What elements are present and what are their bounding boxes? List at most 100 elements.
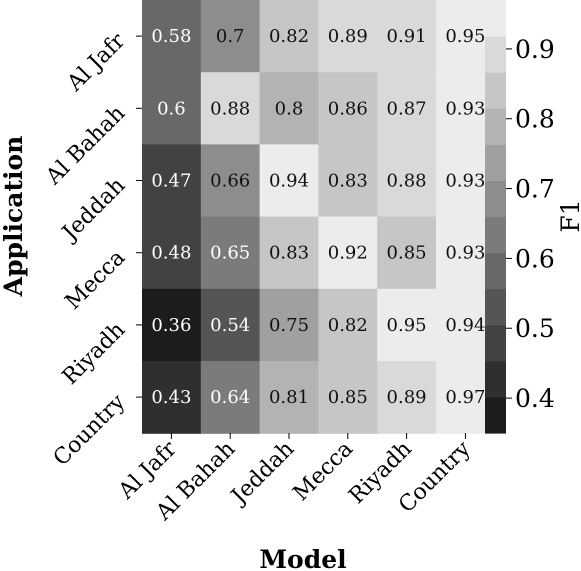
heatmap-cell: [318, 288, 378, 362]
heatmap-cell: [142, 216, 202, 290]
colorbar-tick-label: 0.4: [515, 384, 555, 413]
heatmap-cell: [377, 0, 437, 73]
heatmap-cell: [200, 144, 261, 218]
y-axis-title: Application: [0, 136, 28, 298]
cell-value-label: 0.94: [445, 315, 485, 336]
x-axis-title: Model: [259, 545, 346, 571]
heatmap-cell: [200, 361, 261, 434]
cell-value-label: 0.82: [328, 315, 368, 336]
cell-value-label: 0.36: [151, 315, 191, 336]
colorbar-segment: [485, 72, 506, 109]
heatmap-cell: [259, 0, 319, 73]
heatmap-cell: [318, 0, 378, 73]
colorbar-title: F1: [556, 199, 581, 232]
cell-value-label: 0.64: [210, 387, 250, 408]
colorbar-segment: [485, 180, 506, 218]
colorbar-segment: [485, 252, 506, 290]
heatmap-cell: [318, 144, 378, 218]
cell-value-label: 0.94: [269, 171, 309, 192]
colorbar-segment: [485, 324, 506, 362]
heatmap-cell: [142, 72, 202, 145]
heatmap-cell: [318, 72, 378, 145]
colorbar-tick-label: 0.5: [515, 314, 555, 343]
colorbar-segment: [485, 108, 506, 145]
heatmap-cell: [259, 216, 319, 290]
cell-value-label: 0.81: [269, 387, 309, 408]
heatmap-cell: [377, 216, 437, 290]
cell-value-label: 0.93: [445, 171, 485, 192]
heatmap-cell: [200, 0, 261, 73]
heatmap-cell: [377, 288, 437, 362]
cell-value-label: 0.89: [387, 387, 427, 408]
cell-value-label: 0.54: [210, 315, 250, 336]
cell-value-label: 0.86: [328, 98, 368, 119]
x-tick-label: Jeddah: [225, 437, 299, 511]
heatmap-cell: [142, 0, 202, 73]
cell-value-label: 0.58: [151, 26, 191, 47]
cell-value-label: 0.66: [210, 171, 250, 192]
cell-value-label: 0.92: [328, 243, 368, 264]
cell-value-label: 0.7: [216, 26, 245, 47]
colorbar-segment: [485, 216, 506, 254]
cell-value-label: 0.87: [387, 98, 427, 119]
y-tick-label: Country: [49, 389, 131, 471]
cell-value-label: 0.48: [151, 243, 191, 264]
colorbar: 0.4 0.5 0.6 0.7 0.8 0.9: [485, 0, 555, 434]
colorbar-tick-label: 0.9: [515, 35, 555, 64]
cell-value-label: 0.91: [387, 26, 427, 47]
heatmap-cell: [377, 361, 437, 434]
cell-value-label: 0.88: [210, 98, 250, 119]
heatmap-cell: [259, 144, 319, 218]
cell-value-label: 0.83: [269, 243, 309, 264]
heatmap-cell: [377, 72, 437, 145]
cell-value-label: 0.47: [151, 171, 191, 192]
heatmap-cell: [142, 144, 202, 218]
cell-value-label: 0.89: [328, 26, 368, 47]
y-tick-label: Al Jafr: [62, 28, 131, 97]
y-tick-label: Riyadh: [58, 317, 130, 389]
colorbar-segment: [485, 396, 506, 434]
cell-value-label: 0.93: [445, 243, 485, 264]
cell-value-label: 0.88: [387, 171, 427, 192]
cell-value-label: 0.6: [157, 98, 186, 119]
heatmap-cell: [142, 288, 202, 362]
colorbar-segment: [485, 0, 506, 37]
colorbar-segment: [485, 36, 506, 73]
colorbar-tick-label: 0.8: [515, 105, 555, 134]
cell-value-label: 0.83: [328, 171, 368, 192]
heatmap-cells: [142, 0, 496, 434]
cell-value-label: 0.95: [445, 26, 485, 47]
y-tick-label: Mecca: [61, 245, 131, 315]
heatmap-cell: [259, 288, 319, 362]
heatmap-cell: [377, 144, 437, 218]
y-tick-label: Jeddah: [56, 173, 130, 247]
cell-value-label: 0.93: [445, 98, 485, 119]
heatmap-cell: [318, 361, 378, 434]
heatmap-cell: [200, 72, 261, 145]
cell-value-label: 0.95: [387, 315, 427, 336]
cell-value-label: 0.82: [269, 26, 309, 47]
cell-value-label: 0.43: [151, 387, 191, 408]
heatmap-cell: [318, 216, 378, 290]
cell-value-label: 0.85: [328, 387, 368, 408]
heatmap-cell: [200, 216, 261, 290]
heatmap-cell: [142, 361, 202, 434]
heatmap-cell-labels: 0.58 0.7 0.82 0.89 0.91 0.95 0.6 0.88 0.8 0.86 0.8…: [151, 26, 485, 408]
cell-value-label: 0.65: [210, 243, 250, 264]
heatmap-cell: [200, 288, 261, 362]
colorbar-segment: [485, 360, 506, 398]
heatmap-cell: [259, 72, 319, 145]
colorbar-tick-label: 0.7: [515, 175, 555, 204]
cell-value-label: 0.8: [275, 98, 304, 119]
colorbar-segment: [485, 144, 506, 182]
cell-value-label: 0.75: [269, 315, 309, 336]
cell-value-label: 0.97: [445, 387, 485, 408]
heatmap-cell: [259, 361, 319, 434]
cell-value-label: 0.85: [387, 243, 427, 264]
colorbar-segment: [485, 288, 506, 326]
y-tick-label: Al Bahah: [41, 101, 131, 191]
colorbar-tick-label: 0.6: [515, 244, 555, 273]
